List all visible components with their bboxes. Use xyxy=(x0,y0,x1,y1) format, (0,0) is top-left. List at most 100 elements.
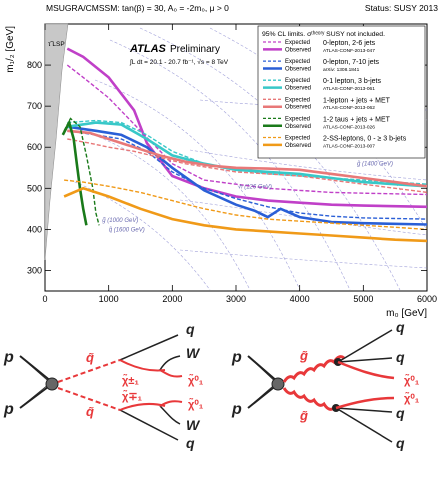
legend-expected-label-3: Expected xyxy=(285,97,310,103)
x-tick-label-3: 3000 xyxy=(226,294,246,304)
y-tick-label-1: 400 xyxy=(27,224,42,234)
series-one_lepton-expected xyxy=(67,138,427,194)
legend-ref-1: arXiv: 1308.1841 xyxy=(323,67,360,73)
status-label: Status: SUSY 2013 xyxy=(365,3,438,13)
atlas-lumi: ∫L dt = 20.1 - 20.7 fb⁻¹, √s = 8 TeV xyxy=(129,58,229,66)
diagram-right-neutralino-bottom: χ̃⁰₁ xyxy=(404,392,420,405)
neutralino-line-top xyxy=(159,369,183,378)
series-two_ss_leptons-observed xyxy=(63,186,427,243)
gluino-line-bottom xyxy=(282,387,335,411)
quark-line-bottom xyxy=(119,409,179,441)
legend-title-0: 0-lepton, 2-6 jets xyxy=(323,40,376,47)
squark-line-bottom xyxy=(57,387,121,411)
series-zero_lepton_2_6-expected xyxy=(66,64,427,196)
diagram-right-gluino-bottom: g̃ xyxy=(299,408,308,423)
diagram-squark: p p q̃ q̃ q q W W χ̃±₁ χ̃∓₁ χ̃⁰₁ χ̃⁰₁ xyxy=(3,321,204,451)
diagram-right-q-1: q xyxy=(396,319,405,335)
legend-ref-5: ATLAS-CONF-2013-007 xyxy=(323,143,375,149)
diagram-right-q-3: q xyxy=(396,405,405,421)
diagram-left-chargino-top: χ̃±₁ xyxy=(122,374,139,387)
annotation-3: h (126 GeV) xyxy=(239,184,272,190)
y-tick-label-5: 800 xyxy=(27,60,42,70)
squark-line-top xyxy=(57,359,121,383)
legend-expected-label-5: Expected xyxy=(285,136,310,142)
quark-line-4 xyxy=(335,407,393,443)
diagram-left-w-bottom: W xyxy=(186,417,201,433)
legend-observed-label-1: Observed xyxy=(285,67,311,73)
neutralino-line-right-bottom xyxy=(335,396,395,410)
legend-ref-2: ATLAS-CONF-2013-061 xyxy=(323,86,375,92)
diagram-left-neutralino-top: χ̃⁰₁ xyxy=(188,374,204,387)
vertex-blob-right xyxy=(271,377,285,391)
legend-ref-0: ATLAS-CONF-2013-047 xyxy=(323,48,375,54)
diagram-left-q-top: q xyxy=(186,321,195,337)
x-tick-label-4: 4000 xyxy=(290,294,310,304)
x-tick-label-0: 0 xyxy=(42,294,47,304)
diagram-left-squark-bottom: q̃ xyxy=(86,404,94,419)
diagram-right-gluino-top: g̃ xyxy=(299,348,308,363)
chargino-line-bottom xyxy=(119,402,166,411)
quark-line-top xyxy=(119,334,179,361)
series-two_ss_leptons-expected xyxy=(64,179,427,231)
legend-observed-label-2: Observed xyxy=(285,86,311,92)
y-tick-label-0: 300 xyxy=(27,265,42,275)
atlas-brand: ATLAS xyxy=(129,43,167,55)
diagram-left-p-bottom: p xyxy=(3,401,14,418)
lsp-excluded-region xyxy=(44,23,69,261)
annotation-1: q̃ (1600 GeV) xyxy=(109,227,145,233)
atlas-tag: Preliminary xyxy=(170,44,220,55)
y-tick-label-4: 700 xyxy=(27,101,42,111)
annotation-0: g̃ (1400 GeV) xyxy=(357,162,393,168)
legend: 95% CL limits. σᵗʰᵉᵒʳʸ SUSY not included… xyxy=(257,25,426,159)
legend-observed-label-5: Observed xyxy=(285,143,311,149)
quark-line-2 xyxy=(337,357,393,363)
w-line-top xyxy=(159,355,181,371)
diagram-right-p-bottom: p xyxy=(231,401,242,418)
diagram-left-squark-top: q̃ xyxy=(86,350,94,365)
x-tick-label-5: 5000 xyxy=(353,294,373,304)
legend-expected-label-4: Expected xyxy=(285,116,310,122)
legend-observed-label-0: Observed xyxy=(285,47,311,53)
legend-title-1: 0-lepton, 7-10 jets xyxy=(323,59,380,66)
legend-title-3: 1-lepton + jets + MET xyxy=(323,97,391,104)
legend-ref-4: ATLAS-CONF-2013-026 xyxy=(323,124,375,130)
legend-ref-3: ATLAS-CONF-2013-062 xyxy=(323,105,375,111)
diagram-left-q-bottom: q xyxy=(186,435,195,451)
x-tick-label-1: 1000 xyxy=(99,294,119,304)
axes: 0 1000 2000 3000 4000 5000 6000 300 400 500 600 700… xyxy=(27,24,437,304)
y-axis-label: m₁/₂ [GeV] xyxy=(5,26,16,73)
diagram-right-q-4: q xyxy=(396,435,405,451)
legend-title-4: 1-2 taus + jets + MET xyxy=(323,116,391,123)
chargino-line-top xyxy=(119,359,166,372)
legend-expected-label-2: Expected xyxy=(285,78,310,84)
series-one_two_taus-observed xyxy=(61,119,88,226)
neutralino-line-right-top xyxy=(337,360,395,380)
diagram-left-chargino-bottom: χ̃∓₁ xyxy=(122,390,143,403)
legend-observed-label-3: Observed xyxy=(285,105,311,111)
legend-observed-label-4: Observed xyxy=(285,124,311,130)
diagram-left-w-top: W xyxy=(186,345,201,361)
diagram-left-neutralino-bottom: χ̃⁰₁ xyxy=(188,398,204,411)
legend-expected-label-0: Expected xyxy=(285,40,310,46)
model-label: MSUGRA/CMSSM: tan(β) = 30, A₀ = -2m₀, μ … xyxy=(46,3,229,13)
diagram-right-p-top: p xyxy=(231,349,242,366)
series-one_lepton-observed xyxy=(67,129,427,188)
neutralino-line-bottom xyxy=(159,400,183,407)
proton-line-bottom-left xyxy=(19,383,53,409)
x-axis-label: m₀ [GeV] xyxy=(386,308,427,319)
diagram-right-q-2: q xyxy=(396,349,405,365)
legend-expected-label-1: Expected xyxy=(285,59,310,65)
lsp-label: τ̃ LSP xyxy=(48,41,65,48)
annotations: g̃ (1400 GeV) q̃ (1600 GeV) g̃ (1000 GeV) h… xyxy=(102,162,393,234)
series-one_two_taus-expected xyxy=(63,117,100,226)
annotation-2: g̃ (1000 GeV) xyxy=(102,218,138,224)
w-line-bottom xyxy=(159,405,181,425)
series-layer xyxy=(61,47,427,243)
legend-title-5: 2-SS-leptons, 0 - ≥ 3 b-jets xyxy=(323,136,407,143)
y-tick-label-3: 600 xyxy=(27,142,42,152)
legend-header: 95% CL limits. σᵗʰᵉᵒʳʸ SUSY not included… xyxy=(262,31,385,38)
diagram-right-neutralino-top: χ̃⁰₁ xyxy=(404,374,420,387)
